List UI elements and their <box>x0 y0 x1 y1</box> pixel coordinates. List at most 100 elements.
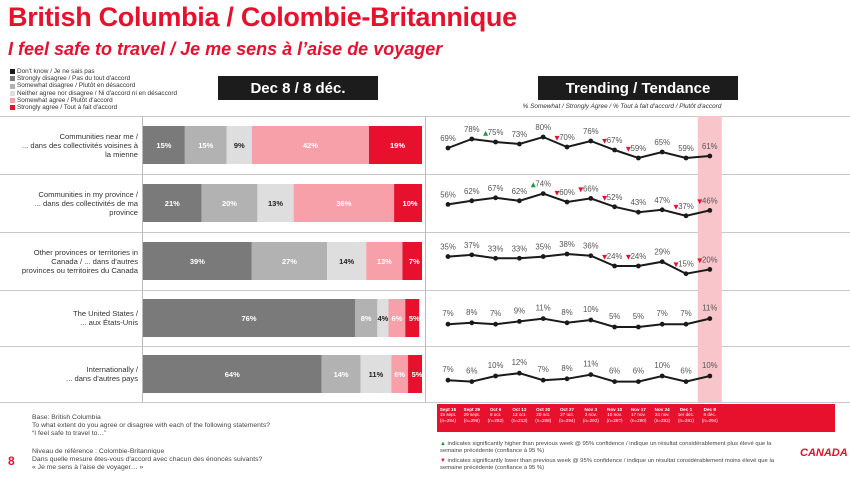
trend-date-line: 27 oct. <box>560 412 574 418</box>
trend-point <box>517 141 522 147</box>
bar-value-label: 36% <box>336 199 351 208</box>
trend-value-label: 43% <box>631 198 647 207</box>
row-label: Communities in my province /... dans des… <box>8 190 138 217</box>
trend-value-label: 61% <box>702 142 718 151</box>
trend-date-line: 29 sept. <box>463 412 480 418</box>
trend-value-label: 7% <box>657 309 668 318</box>
trend-date-line: (n=292) <box>582 417 599 423</box>
trend-point <box>469 198 475 204</box>
bar-segment <box>360 355 392 393</box>
trend-point <box>707 267 713 272</box>
trend-value-label: 56% <box>440 190 456 199</box>
trend-point <box>683 379 689 384</box>
trend-point <box>612 147 617 153</box>
trend-date-line: (n=294) <box>701 417 718 423</box>
trend-point <box>540 191 546 197</box>
footer-base-line: To what extent do you agree or disagree … <box>32 422 271 430</box>
trend-point <box>564 376 570 382</box>
bar-segment <box>327 242 367 280</box>
trend-value-label: 7% <box>538 365 549 374</box>
trend-value-label: 37% <box>464 241 480 250</box>
bar-value-label: 11% <box>369 370 384 379</box>
trend-line <box>447 372 711 383</box>
legend-item: Somewhat disagree / Plutôt en désaccord <box>10 82 177 89</box>
bar-value-label: 20% <box>222 199 237 208</box>
trend-date-line: Oct 20 <box>536 407 551 412</box>
trend-value-label: 67% <box>488 184 504 193</box>
trend-point <box>469 320 475 326</box>
vertical-divider <box>142 116 143 402</box>
trend-value-label: 37% <box>678 202 694 211</box>
legend-swatch <box>10 97 15 103</box>
trend-value-label: 60% <box>559 188 575 197</box>
trend-date-line: (n=288) <box>535 417 552 423</box>
row-label-line: Internationally / <box>86 365 139 374</box>
bar-value-label: 42% <box>303 141 318 150</box>
bar-segment <box>355 299 378 337</box>
trend-value-label: 59% <box>678 144 694 153</box>
bar-value-label: 13% <box>377 257 392 266</box>
row-label-line: provinces ou territoires du Canada <box>21 265 138 275</box>
footer-base: Base: British Columbia To what extent do… <box>32 414 270 439</box>
trend-value-label: 75% <box>488 128 504 137</box>
bar-value-label: 21% <box>165 199 180 208</box>
row-label: The United States /... aux États-Unis <box>8 309 138 327</box>
trend-date-line: (n=292) <box>654 417 671 423</box>
trend-value-label: 74% <box>535 180 551 189</box>
trend-point <box>445 321 451 327</box>
bar-segment <box>184 126 227 164</box>
trend-date-label: Oct 27 27 oct. (n=294) <box>555 407 579 423</box>
trend-date-line: (n=296) <box>463 417 480 423</box>
bar-segment <box>143 126 185 164</box>
trend-date-label: Nov 17 17 nov. (n=290) <box>626 407 650 423</box>
bar-segment <box>201 184 258 222</box>
trend-value-label: 24% <box>631 252 647 261</box>
trend-date-label: Oct 13 13 oct. (n=213) <box>507 407 531 423</box>
significance-down-icon: ▼ <box>578 185 583 193</box>
trend-value-label: 62% <box>512 187 528 196</box>
trend-date-line: Nov 3 <box>584 407 598 412</box>
significance-down-icon: ▼ <box>602 194 607 202</box>
trend-value-label: 7% <box>680 309 691 318</box>
trend-value-label: 6% <box>633 367 644 376</box>
trend-value-label: 66% <box>583 184 599 193</box>
legend-label: Somewhat disagree / Plutôt en désaccord <box>17 82 136 90</box>
trend-value-label: 11% <box>536 304 551 313</box>
trend-point <box>659 259 665 265</box>
row-label-line: province <box>109 207 138 217</box>
trend-point <box>517 255 522 261</box>
bar-segment <box>143 242 252 280</box>
trend-date-line: (n=284) <box>440 417 456 423</box>
trend-point <box>517 198 522 204</box>
trend-point <box>540 254 546 259</box>
trend-point <box>659 373 665 379</box>
bar-value-label: 4% <box>378 314 389 323</box>
trend-value-label: 7% <box>442 309 453 318</box>
footer-base-fr-line: Niveau de référence : Colombie-Britanniq… <box>32 448 165 455</box>
legend-label: Strongly disagree / Pas du tout d'accord <box>17 75 131 83</box>
row-label-line: Canada / ... dans d'autres <box>51 256 138 266</box>
bar-value-label: 39% <box>190 257 205 266</box>
trend-value-label: 38% <box>559 240 575 249</box>
trend-value-label: 35% <box>535 243 551 252</box>
trend-point <box>612 263 617 269</box>
footer-base-line: Base: British Columbia <box>32 414 101 421</box>
significance-down-icon: ▼ <box>697 197 702 205</box>
bar-value-label: 6% <box>391 314 402 323</box>
trend-point <box>445 202 451 207</box>
bar-segment <box>377 299 389 337</box>
trend-point <box>445 377 451 383</box>
trend-date-line: Sept 29 <box>463 407 480 412</box>
trend-value-label: 29% <box>654 248 670 257</box>
trend-value-label: 9% <box>514 306 525 315</box>
bar-segment <box>366 242 403 280</box>
trend-point <box>636 324 641 330</box>
trend-value-label: 80% <box>535 123 551 132</box>
trend-date-line: (n=291) <box>678 417 694 423</box>
trend-date-line: 10 nov. <box>607 412 622 418</box>
bar-segment <box>368 126 422 164</box>
trend-value-label: 47% <box>654 196 670 205</box>
bar-segment <box>226 126 252 164</box>
trend-value-label: 12% <box>512 358 528 367</box>
